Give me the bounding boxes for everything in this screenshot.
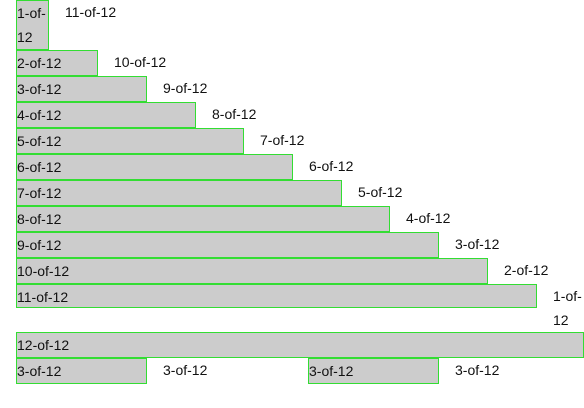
grid-cell-filled: 8-of-12	[16, 206, 390, 232]
grid-cell-filled: 4-of-12	[16, 102, 196, 128]
grid-cell-plain: 6-of-12	[309, 158, 354, 174]
grid-row-8: 8-of-12 4-of-12	[16, 206, 584, 232]
grid-cell-filled: 12-of-12	[16, 332, 584, 358]
grid-cell-plain: 5-of-12	[358, 184, 403, 200]
grid-cell-filled: 9-of-12	[16, 232, 439, 258]
grid-row-9: 9-of-12 3-of-12	[16, 232, 584, 258]
grid-row-12: 12-of-12	[16, 332, 584, 358]
grid-cell-plain: 4-of-12	[406, 210, 451, 226]
grid-cell-filled: 10-of-12	[16, 258, 488, 284]
grid-row-11: 11-of-12 1-of-12	[16, 284, 584, 332]
grid-row-2: 2-of-12 10-of-12	[16, 50, 584, 76]
grid-row-10: 10-of-12 2-of-12	[16, 258, 584, 284]
grid-cell-plain: 7-of-12	[260, 132, 305, 148]
grid-cell-plain: 9-of-12	[163, 80, 208, 96]
grid-cell-filled: 7-of-12	[16, 180, 342, 206]
grid-row-5: 5-of-12 7-of-12	[16, 128, 584, 154]
grid-cell-filled: 6-of-12	[16, 154, 293, 180]
grid-row-13: 3-of-12 3-of-12 3-of-12 3-of-12	[16, 358, 584, 384]
grid-row-3: 3-of-12 9-of-12	[16, 76, 584, 102]
grid-cell-plain: 2-of-12	[504, 262, 549, 278]
grid-row-4: 4-of-12 8-of-12	[16, 102, 584, 128]
grid-cell-plain: 3-of-12	[455, 362, 500, 378]
grid-cell-plain: 10-of-12	[114, 54, 167, 70]
grid-row-6: 6-of-12 6-of-12	[16, 154, 584, 180]
grid-cell-filled: 11-of-12	[16, 284, 537, 308]
grid-cell-filled: 1-of-12	[16, 0, 49, 50]
grid-demo: 1-of-12 11-of-12 2-of-12 10-of-12 3-of-1…	[16, 0, 584, 384]
grid-cell-filled: 2-of-12	[16, 50, 98, 76]
grid-cell-plain: 11-of-12	[65, 4, 117, 20]
grid-cell-filled: 3-of-12	[16, 76, 147, 102]
grid-row-7: 7-of-12 5-of-12	[16, 180, 584, 206]
grid-cell-plain: 3-of-12	[455, 236, 500, 252]
grid-cell-plain: 1-of-12	[553, 288, 582, 328]
grid-cell-filled: 5-of-12	[16, 128, 244, 154]
grid-cell-plain: 3-of-12	[163, 362, 208, 378]
grid-cell-filled: 3-of-12	[16, 358, 147, 384]
grid-cell-plain: 8-of-12	[212, 106, 257, 122]
grid-row-1: 1-of-12 11-of-12	[16, 0, 584, 50]
grid-cell-filled: 3-of-12	[308, 358, 439, 384]
